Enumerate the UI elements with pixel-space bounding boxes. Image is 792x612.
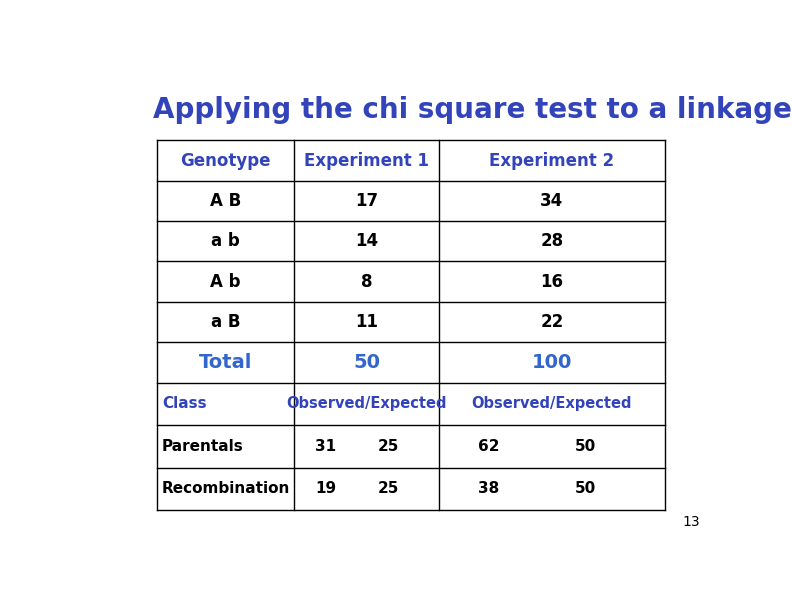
Text: Experiment 2: Experiment 2: [489, 152, 615, 170]
Text: 28: 28: [540, 233, 563, 250]
Text: 50: 50: [575, 439, 596, 453]
Text: 8: 8: [361, 273, 372, 291]
Text: A b: A b: [211, 273, 241, 291]
Text: 17: 17: [355, 192, 378, 210]
Text: 34: 34: [540, 192, 563, 210]
Text: 38: 38: [478, 481, 499, 496]
Text: a B: a B: [211, 313, 241, 331]
Text: Parentals: Parentals: [162, 439, 244, 453]
Text: 50: 50: [575, 481, 596, 496]
Text: Observed/Expected: Observed/Expected: [286, 397, 447, 411]
Text: 14: 14: [355, 233, 378, 250]
Text: Observed/Expected: Observed/Expected: [471, 397, 632, 411]
Text: a b: a b: [211, 233, 240, 250]
Text: 50: 50: [353, 353, 380, 372]
Text: 62: 62: [478, 439, 499, 453]
Text: Recombination: Recombination: [162, 481, 291, 496]
Text: 11: 11: [355, 313, 378, 331]
Text: 25: 25: [378, 439, 399, 453]
Text: Class: Class: [162, 397, 207, 411]
Text: 22: 22: [540, 313, 563, 331]
Text: Experiment 1: Experiment 1: [304, 152, 429, 170]
Text: Genotype: Genotype: [181, 152, 271, 170]
Text: 25: 25: [378, 481, 399, 496]
Text: A B: A B: [210, 192, 242, 210]
Text: Total: Total: [199, 353, 253, 372]
Text: 16: 16: [540, 273, 563, 291]
Text: Applying the chi square test to a linkage study: Applying the chi square test to a linkag…: [153, 95, 792, 124]
Text: 13: 13: [682, 515, 699, 529]
Text: 19: 19: [315, 481, 337, 496]
Text: 31: 31: [315, 439, 337, 453]
Text: 100: 100: [531, 353, 572, 372]
